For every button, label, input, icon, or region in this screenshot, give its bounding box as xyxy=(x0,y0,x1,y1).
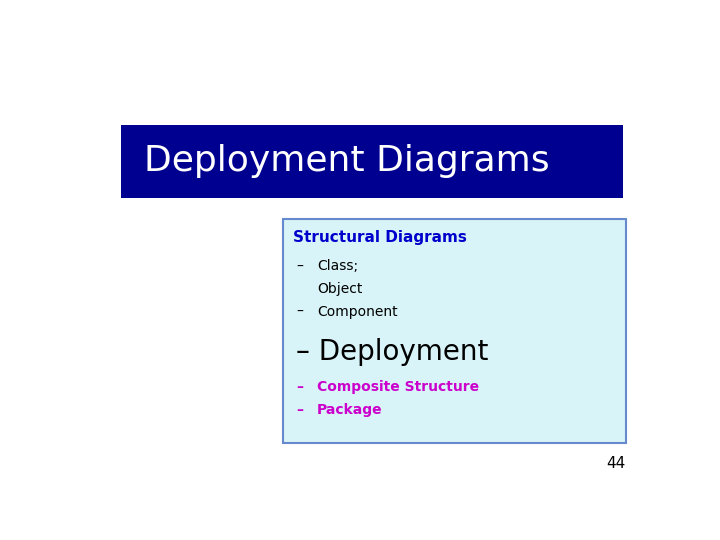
Text: 44: 44 xyxy=(606,456,626,471)
Text: Deployment Diagrams: Deployment Diagrams xyxy=(144,145,549,179)
Text: Component: Component xyxy=(317,305,397,319)
FancyBboxPatch shape xyxy=(282,219,626,443)
Text: –: – xyxy=(297,305,303,319)
Text: Composite Structure: Composite Structure xyxy=(317,380,480,394)
Text: –: – xyxy=(297,403,303,417)
Text: Package: Package xyxy=(317,403,383,417)
Text: –: – xyxy=(297,259,303,273)
Text: –: – xyxy=(297,380,303,394)
Text: Object: Object xyxy=(317,282,362,296)
Text: Structural Diagrams: Structural Diagrams xyxy=(292,230,467,245)
Text: Class;: Class; xyxy=(317,259,359,273)
FancyBboxPatch shape xyxy=(121,125,623,198)
Text: – Deployment: – Deployment xyxy=(297,338,489,366)
